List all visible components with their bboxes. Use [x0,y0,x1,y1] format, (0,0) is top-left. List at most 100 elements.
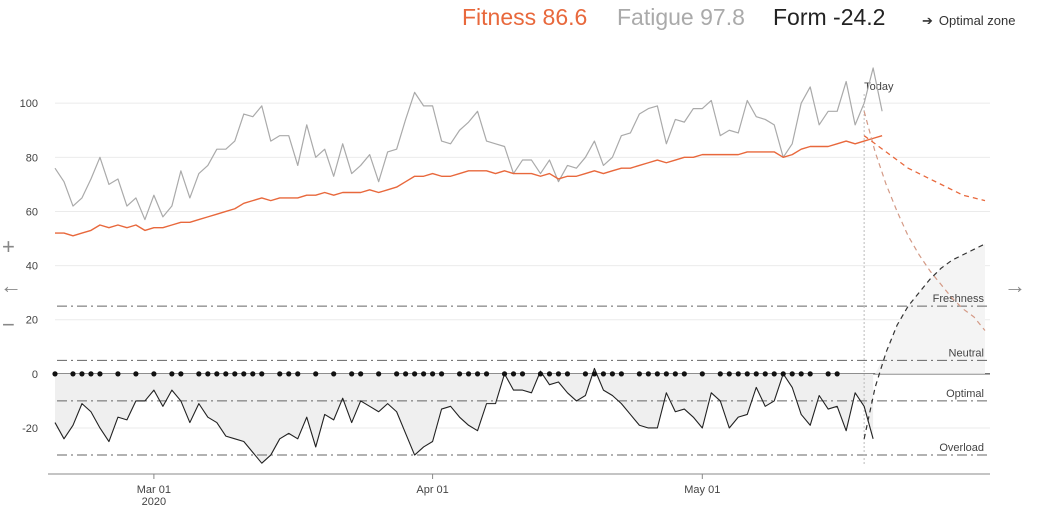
activity-dot [483,371,490,377]
form-projection-line [863,243,986,439]
activity-dot [196,371,202,377]
x-tick-label: Apr 01 [416,484,448,496]
activity-dot [618,371,624,377]
activity-dot [295,371,301,377]
activity-dot [232,371,238,377]
activity-dot [780,371,786,377]
x-tick-label: Mar 01 [137,484,171,496]
activity-dot [654,371,660,377]
activity-dot [735,371,741,377]
y-tick-label: 80 [26,152,38,164]
activity-dot [474,371,481,377]
fatigue-series-line [54,67,883,221]
optimal-zone-link[interactable]: ➔ Optimal zone [922,13,1016,29]
pan-right-icon[interactable]: → [1004,273,1026,298]
x-tick-label: May 01 [684,484,720,496]
form-series-line [54,367,874,464]
zone-label-overload: Overload [939,442,984,454]
activity-dot [645,371,651,377]
activity-dot [681,371,687,377]
fitness-value: Fitness 86.6 [462,4,588,30]
activity-dot [600,371,607,377]
activity-dot [762,371,768,377]
activity-dot [798,371,804,377]
activity-dot [807,371,813,377]
activity-dot [376,371,382,377]
activity-dot [609,371,616,377]
y-tick-label: 20 [26,315,38,327]
activity-dot [331,371,337,377]
activity-dot [537,371,544,377]
activity-dot [555,371,562,377]
activity-dot [412,371,418,377]
activity-dot [277,371,283,377]
y-tick-label: 60 [26,206,38,218]
zoom-in-icon[interactable]: + [2,234,15,259]
activity-dot [403,371,409,377]
activity-dot [438,371,445,377]
arrow-right-icon: ➔ [922,13,933,28]
activity-dot [79,371,85,377]
activity-dot [313,371,319,377]
form-projection-area [864,243,985,374]
activity-dot [421,371,427,377]
fitness-series-line [55,134,883,237]
activity-dot [223,371,229,377]
activity-dot [546,371,553,377]
fatigue-projection-line [863,111,986,331]
y-tick-label: 0 [32,369,38,381]
activity-dot [744,371,750,377]
activity-dot [88,371,94,377]
activity-dot [510,371,517,377]
activity-dot [591,371,598,377]
activity-dot [70,371,76,377]
activity-dot [456,371,463,377]
activity-dot [394,371,400,377]
zone-label-neutral: Neutral [949,347,984,359]
activity-dot [52,371,58,377]
activity-dot [699,371,705,377]
optimal-zone-label: Optimal zone [938,13,1016,28]
activity-dot [771,371,777,377]
activity-dot [358,371,364,377]
y-tick-label: -20 [22,423,38,435]
activity-dot [133,371,139,377]
activity-dot [636,371,642,377]
y-tick-label: 100 [20,98,38,110]
activity-dot [151,371,157,377]
zone-label-freshness: Freshness [933,293,985,305]
activity-dot [672,371,678,377]
activity-dot [97,371,103,377]
activity-dot [214,371,220,377]
activity-dot [286,371,292,377]
activity-dot [178,371,184,377]
activity-dot [663,371,669,377]
y-tick-label: 40 [26,261,38,273]
activity-dot [834,371,840,377]
activity-dot [259,371,265,377]
form-value: Form -24.2 [773,4,886,30]
zoom-out-icon[interactable]: − [2,312,15,337]
activity-dot [429,371,436,377]
activity-dot [241,371,247,377]
summary-header: Fitness 86.6 Fatigue 97.8 Form -24.2 ➔ Op… [0,2,1039,36]
form-area [55,373,874,464]
activity-dot [564,371,571,377]
activity-dot [205,371,211,377]
activity-dot [115,371,121,377]
activity-dot [825,371,831,377]
fatigue-value: Fatigue 97.8 [617,4,745,30]
zone-label-optimal: Optimal [946,388,984,400]
activity-dot [789,371,795,377]
activity-dot [753,371,759,377]
activity-dot [519,371,526,377]
pan-left-icon[interactable]: ← [0,273,22,298]
activity-dot [726,371,732,377]
activity-dot [501,371,508,377]
today-label: Today [864,81,894,93]
activity-dot [349,371,355,377]
activity-dot [250,371,256,377]
activity-dot [717,371,723,377]
x-tick-sublabel: 2020 [142,496,166,508]
